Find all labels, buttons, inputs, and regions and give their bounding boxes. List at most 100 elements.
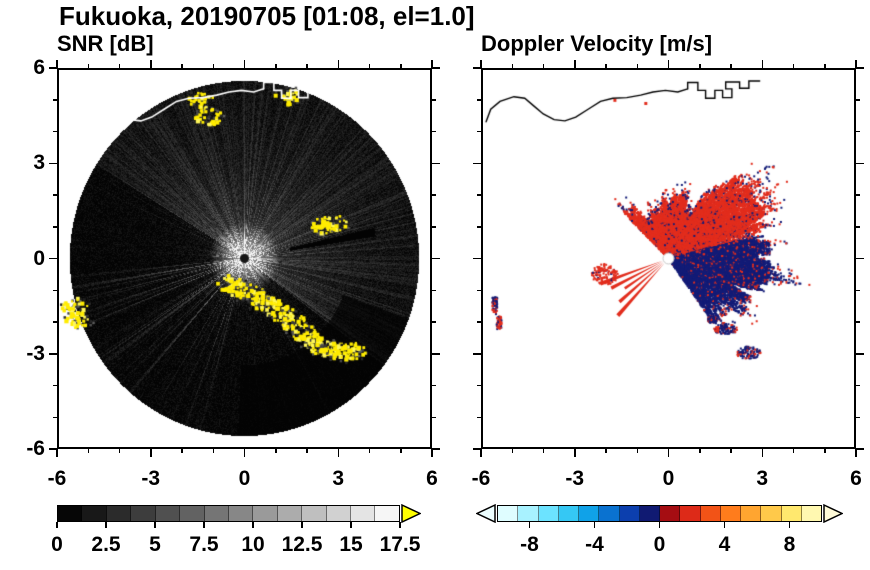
colorbar-segment xyxy=(518,506,539,521)
axis-tick xyxy=(480,449,482,457)
snr-plot-frame xyxy=(57,68,432,449)
colorbar-segment xyxy=(579,506,600,521)
colorbar-segment xyxy=(131,506,156,521)
axis-tick xyxy=(432,448,440,450)
velocity-plot-frame xyxy=(481,68,856,449)
axis-tick xyxy=(49,448,57,450)
axis-tick xyxy=(432,130,436,133)
colorbar-tick xyxy=(350,522,352,528)
colorbar-segment xyxy=(351,506,376,521)
axis-tick xyxy=(856,99,860,101)
x-tick-label: 3 xyxy=(756,467,769,490)
colorbar-tick-label: 0 xyxy=(51,533,63,556)
axis-tick xyxy=(337,449,339,457)
axis-tick xyxy=(856,162,864,164)
axis-tick xyxy=(856,194,860,196)
snr-ppi-canvas xyxy=(59,70,430,447)
axis-tick xyxy=(856,67,864,69)
y-tick-label: -6 xyxy=(26,437,45,460)
axis-tick xyxy=(856,416,860,418)
figure-title: Fukuoka, 20190705 [01:08, el=1.0] xyxy=(59,1,475,31)
colorbar-segment xyxy=(538,506,559,521)
colorbar-tick xyxy=(528,522,531,528)
colorbar-tick-label: 8 xyxy=(783,533,796,556)
axis-tick xyxy=(473,162,481,164)
axis-tick xyxy=(432,289,436,291)
axis-tick xyxy=(605,449,607,453)
axis-tick xyxy=(511,449,513,453)
axis-tick xyxy=(400,449,402,453)
colorbar-tick-label: -8 xyxy=(520,533,539,556)
colorbar-segment xyxy=(700,506,721,521)
axis-tick xyxy=(118,449,121,453)
colorbar-tick xyxy=(593,522,596,528)
x-tick-label: 3 xyxy=(332,467,345,490)
velocity-colorbar-gradient xyxy=(497,505,822,522)
colorbar-tick-label: 17.5 xyxy=(379,533,421,556)
colorbar-segment xyxy=(801,506,821,521)
colorbar-segment xyxy=(639,506,660,521)
colorbar-segment xyxy=(680,506,701,521)
axis-tick xyxy=(856,257,864,260)
axis-tick xyxy=(87,449,89,453)
velocity-panel-title: Doppler Velocity [m/s] xyxy=(481,31,713,56)
axis-tick xyxy=(473,67,481,69)
colorbar-segment xyxy=(106,506,132,521)
colorbar-segment xyxy=(180,506,205,521)
colorbar-tick xyxy=(203,522,205,528)
axis-tick xyxy=(855,449,857,457)
y-tick-label: 0 xyxy=(33,246,45,270)
axis-tick xyxy=(730,449,732,453)
colorbar-tick xyxy=(154,522,156,528)
axis-tick xyxy=(432,384,436,387)
y-tick-label: 6 xyxy=(33,56,45,79)
axis-tick xyxy=(856,226,860,228)
axis-tick xyxy=(49,67,57,69)
colorbar-tick xyxy=(788,522,791,528)
axis-tick xyxy=(150,449,152,457)
axis-tick xyxy=(855,60,857,68)
x-tick-label: 0 xyxy=(238,467,251,490)
colorbar-tick xyxy=(723,522,726,528)
colorbar-segment xyxy=(82,506,107,521)
axis-tick xyxy=(275,449,277,453)
y-tick-label: 3 xyxy=(33,151,45,175)
velocity-ppi-canvas xyxy=(483,70,854,447)
axis-tick xyxy=(243,60,246,68)
axis-tick xyxy=(181,449,183,453)
axis-tick xyxy=(856,130,860,133)
axis-tick xyxy=(212,449,214,453)
x-tick-label: 0 xyxy=(662,467,675,490)
colorbar-tick-label: 15 xyxy=(339,533,363,556)
colorbar-right-arrow xyxy=(401,504,421,523)
axis-tick xyxy=(49,162,57,164)
colorbar-tick-label: 4 xyxy=(718,533,731,556)
colorbar-tick xyxy=(658,522,661,528)
axis-tick xyxy=(824,449,826,453)
axis-tick xyxy=(856,289,860,291)
colorbar-tick-label: 2.5 xyxy=(91,533,121,556)
colorbar-tick xyxy=(399,522,401,528)
colorbar-segment xyxy=(761,506,782,521)
axis-tick xyxy=(432,353,440,355)
colorbar-segment xyxy=(302,506,327,521)
x-tick-label: 6 xyxy=(850,467,862,490)
axis-tick xyxy=(432,321,436,323)
axis-tick xyxy=(856,448,864,450)
axis-tick xyxy=(432,194,436,196)
colorbar-tick-label: 7.5 xyxy=(189,533,219,556)
axis-tick xyxy=(856,353,864,355)
colorbar-segment xyxy=(741,506,762,521)
colorbar-segment xyxy=(781,506,802,521)
axis-tick xyxy=(473,448,481,450)
colorbar-tick xyxy=(105,522,107,528)
axis-tick xyxy=(636,449,638,453)
axis-tick xyxy=(431,449,433,457)
snr-colorbar-gradient xyxy=(57,505,400,522)
axis-tick xyxy=(56,60,58,68)
axis-tick xyxy=(368,449,371,453)
x-tick-label: -6 xyxy=(471,467,491,490)
axis-tick xyxy=(792,449,795,453)
colorbar-tick xyxy=(252,522,254,528)
